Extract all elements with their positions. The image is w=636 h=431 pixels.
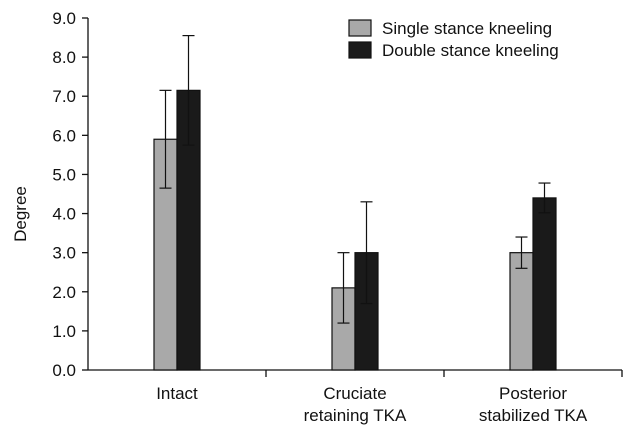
bar	[509, 252, 534, 371]
y-tick-label: 5.0	[52, 165, 76, 184]
bar-series	[153, 89, 557, 371]
legend: Single stance kneeling Double stance knee…	[348, 19, 559, 60]
y-tick-label: 9.0	[52, 9, 76, 28]
x-tick-label: Intact	[156, 384, 198, 403]
error-bars	[159, 34, 551, 324]
x-tick-label: Posterior stabilized TKA	[479, 384, 588, 425]
y-tick-label: 6.0	[52, 126, 76, 145]
x-axis: Intact Cruciate retaining TKA Posterior stab…	[88, 369, 623, 425]
y-tick-label: 0.0	[52, 361, 76, 380]
y-tick-label: 3.0	[52, 244, 76, 263]
legend-swatch	[348, 19, 372, 37]
y-tick-label: 2.0	[52, 283, 76, 302]
legend-label: Double stance kneeling	[382, 41, 559, 60]
y-tick-label: 7.0	[52, 87, 76, 106]
y-axis: 0.0 1.0 2.0 3.0 4.0 5.0 6.0 7.0 8.0 9.0	[52, 9, 89, 380]
legend-swatch	[348, 41, 372, 59]
y-axis-title: Degree	[11, 186, 30, 242]
y-tick-label: 1.0	[52, 322, 76, 341]
y-tick-label: 8.0	[52, 48, 76, 67]
x-tick-label: Cruciate retaining TKA	[304, 384, 407, 425]
y-tick-label: 4.0	[52, 205, 76, 224]
legend-label: Single stance kneeling	[382, 19, 552, 38]
bar	[532, 197, 557, 371]
